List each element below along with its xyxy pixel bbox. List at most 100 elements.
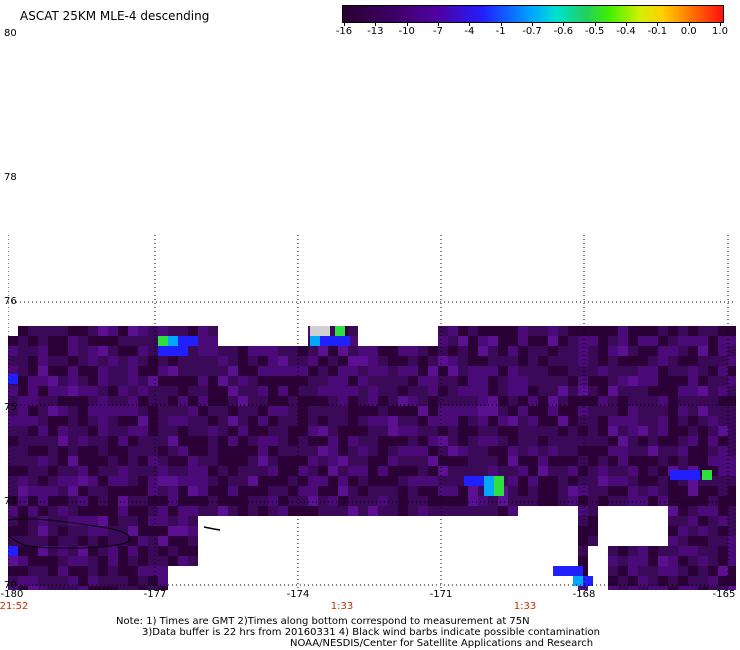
data-cell [588, 466, 598, 476]
data-cell [58, 416, 68, 426]
data-cell [668, 436, 678, 446]
data-cell [418, 346, 428, 356]
data-cell [228, 356, 238, 366]
data-cell [278, 396, 288, 406]
data-cell [448, 426, 458, 436]
data-cell [188, 446, 198, 456]
data-cell [8, 476, 18, 486]
data-cell [168, 556, 178, 566]
data-cell [578, 446, 588, 456]
data-cell [398, 396, 408, 406]
data-cell [128, 326, 138, 336]
data-cell [48, 366, 58, 376]
data-cell [638, 436, 648, 446]
data-cell [658, 356, 668, 366]
data-cell [178, 366, 188, 376]
data-cell [48, 446, 58, 456]
data-cell [88, 556, 98, 566]
data-cell [168, 476, 178, 486]
data-cell [138, 576, 148, 586]
data-cell [538, 486, 548, 496]
data-cell [428, 436, 438, 446]
data-cell [428, 466, 438, 476]
data-cell [308, 476, 318, 486]
data-cell [718, 516, 728, 526]
color-scale-tick-label: -0.7 [522, 26, 542, 37]
data-cell [298, 496, 308, 506]
data-cell [48, 456, 58, 466]
time-label-2: 1:33 [330, 601, 354, 612]
data-cell [668, 406, 678, 416]
data-cell [348, 406, 358, 416]
data-cell [468, 326, 478, 336]
data-cell [388, 396, 398, 406]
data-cell [258, 426, 268, 436]
data-cell [118, 386, 128, 396]
data-cell [328, 406, 338, 416]
data-cell [588, 476, 598, 486]
data-cell [618, 556, 628, 566]
data-cell [128, 536, 138, 546]
data-cell [698, 336, 708, 346]
data-cell [88, 546, 98, 556]
data-cell [668, 566, 678, 576]
data-cell [328, 426, 338, 436]
data-cell [378, 366, 388, 376]
data-cell [278, 456, 288, 466]
data-cell [588, 366, 598, 376]
data-cell [628, 586, 638, 590]
data-cell [368, 406, 378, 416]
data-cell [158, 356, 168, 366]
data-cell [388, 346, 398, 356]
data-cell [548, 396, 558, 406]
data-cell [278, 496, 288, 506]
data-cell [98, 396, 108, 406]
data-cell [628, 426, 638, 436]
data-cell [518, 336, 528, 346]
data-cell [658, 376, 668, 386]
data-cell [278, 366, 288, 376]
data-cell [608, 566, 618, 576]
data-cell [558, 436, 568, 446]
data-cell [38, 386, 48, 396]
data-cell [208, 406, 218, 416]
data-cell [158, 456, 168, 466]
data-cell [718, 466, 728, 476]
data-cell [668, 386, 678, 396]
color-scale-tick-label: -13 [367, 26, 384, 37]
data-cell [468, 446, 478, 456]
data-cell [578, 526, 588, 536]
data-cell [288, 406, 298, 416]
data-cell [608, 496, 618, 506]
data-cell [88, 346, 98, 356]
data-cell [358, 476, 368, 486]
data-cell [38, 496, 48, 506]
data-cell [128, 456, 138, 466]
data-cell [168, 456, 178, 466]
data-cell [48, 486, 58, 496]
data-cell [378, 406, 388, 416]
data-cell [68, 426, 78, 436]
data-cell [138, 586, 148, 590]
data-cell [88, 416, 98, 426]
data-cell [168, 326, 178, 336]
data-cell [348, 486, 358, 496]
data-cell [68, 556, 78, 566]
data-cell [128, 386, 138, 396]
data-cell [718, 446, 728, 456]
data-cell [158, 546, 168, 556]
data-cell [168, 496, 178, 506]
data-cell [298, 436, 308, 446]
data-cell [648, 546, 658, 556]
data-cell [468, 496, 478, 506]
data-cell [8, 396, 18, 406]
data-cell [58, 366, 68, 376]
data-cell [48, 406, 58, 416]
data-cell [138, 526, 148, 536]
data-cell [608, 476, 618, 486]
data-cell [58, 486, 68, 496]
data-cell [98, 526, 108, 536]
data-cell [348, 446, 358, 456]
data-cell [78, 386, 88, 396]
data-cell [648, 466, 658, 476]
